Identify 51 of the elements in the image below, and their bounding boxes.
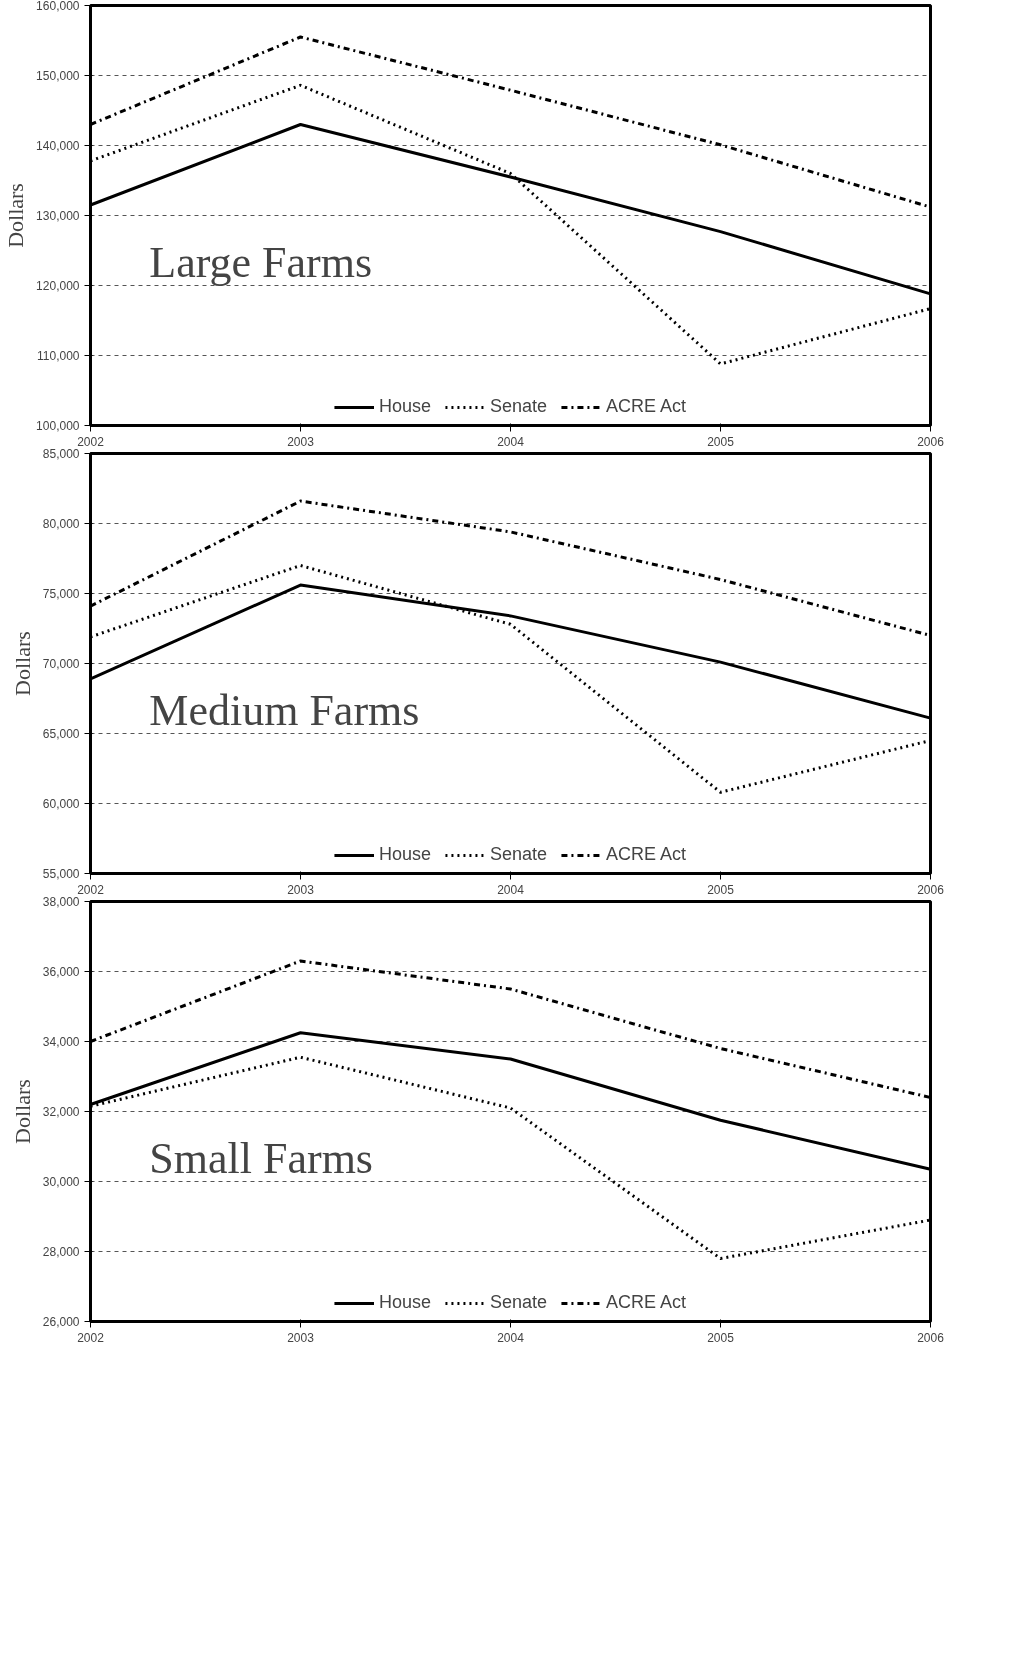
- y-tick-label: 140,000: [36, 139, 80, 153]
- x-tick-label: 2002: [77, 434, 105, 449]
- y-tick-label: 70,000: [42, 657, 80, 671]
- y-tick-label: 60,000: [42, 797, 80, 811]
- y-tick-label: 100,000: [36, 419, 80, 433]
- x-tick-label: 2004: [497, 882, 525, 897]
- legend-label: Senate: [489, 396, 548, 417]
- legend-label: ACRE Act: [606, 844, 687, 865]
- x-tick-label: 2003: [287, 882, 315, 897]
- x-tick-label: 2004: [497, 1330, 525, 1345]
- legend-label: House: [378, 844, 431, 865]
- y-tick-label: 130,000: [36, 209, 80, 223]
- y-tick-label: 85,000: [42, 447, 80, 461]
- legend-label: Senate: [489, 1292, 548, 1313]
- x-tick-label: 2006: [917, 434, 945, 449]
- legend-label: ACRE Act: [606, 396, 687, 417]
- x-tick-label: 2005: [707, 434, 735, 449]
- y-tick-label: 36,000: [42, 965, 80, 979]
- y-tick-label: 32,000: [42, 1105, 80, 1119]
- legend-label: Senate: [489, 844, 548, 865]
- y-tick-label: 26,000: [42, 1315, 80, 1329]
- y-tick-label: 160,000: [36, 0, 80, 13]
- x-tick-label: 2003: [287, 1330, 315, 1345]
- y-tick-label: 55,000: [42, 867, 80, 881]
- y-tick-label: 110,000: [37, 349, 80, 363]
- annotation: Medium Farms: [149, 685, 420, 735]
- y-tick-label: 65,000: [42, 727, 80, 741]
- x-tick-label: 2002: [77, 1330, 105, 1345]
- legend-label: ACRE Act: [606, 1292, 687, 1313]
- y-tick-label: 150,000: [36, 69, 80, 83]
- y-tick-label: 75,000: [42, 587, 80, 601]
- x-tick-label: 2002: [77, 882, 105, 897]
- annotation: Large Farms: [149, 237, 373, 287]
- y-tick-label: 30,000: [42, 1175, 80, 1189]
- x-tick-label: 2003: [287, 434, 315, 449]
- y-tick-label: 120,000: [36, 279, 80, 293]
- legend-label: House: [378, 1292, 431, 1313]
- x-tick-label: 2004: [497, 434, 525, 449]
- y-axis-title: Dollars: [3, 183, 29, 248]
- x-tick-label: 2005: [707, 882, 735, 897]
- x-tick-label: 2006: [917, 882, 945, 897]
- y-axis-title: Dollars: [9, 631, 35, 696]
- x-tick-label: 2006: [917, 1330, 945, 1345]
- x-tick-label: 2005: [707, 1330, 735, 1345]
- y-tick-label: 80,000: [42, 517, 80, 531]
- y-tick-label: 34,000: [42, 1035, 80, 1049]
- legend-label: House: [378, 396, 431, 417]
- y-tick-label: 38,000: [42, 895, 80, 909]
- y-axis-title: Dollars: [9, 1079, 35, 1144]
- y-tick-label: 28,000: [42, 1245, 80, 1259]
- annotation: Small Farms: [149, 1133, 373, 1183]
